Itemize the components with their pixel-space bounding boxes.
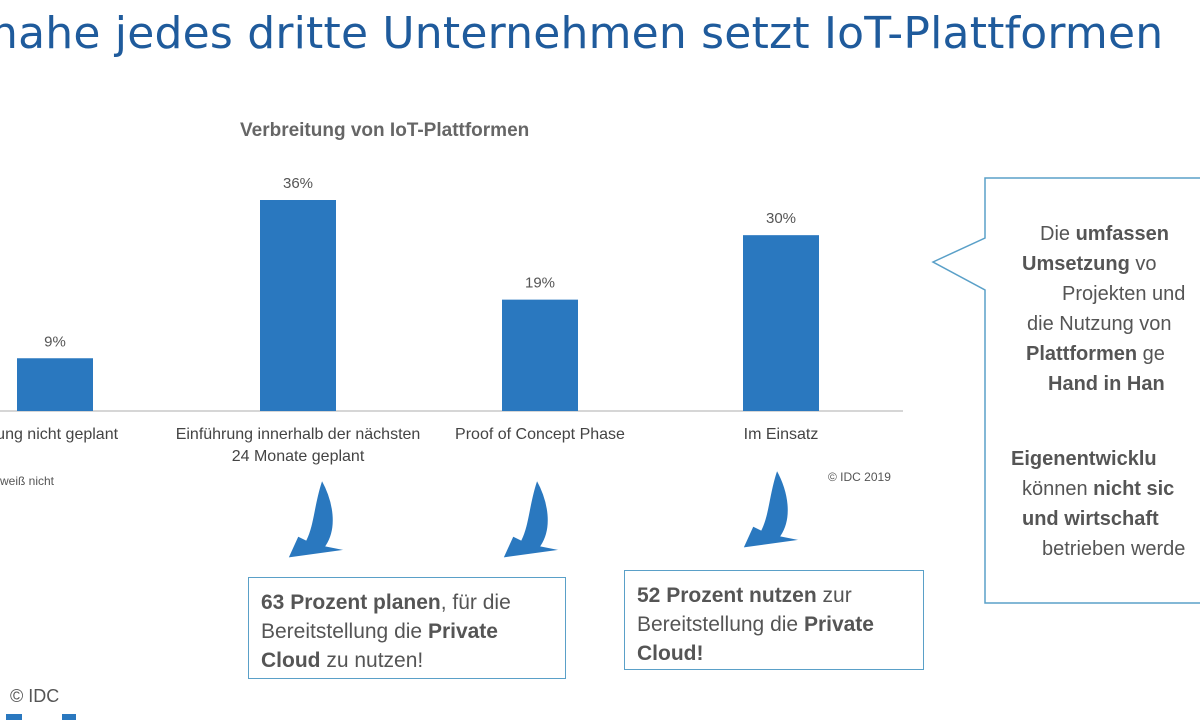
- bubble-line-6b: Hand in Han: [1048, 373, 1165, 395]
- callout-box-planned-bold-1: 63 Prozent planen: [261, 591, 441, 614]
- bubble-line-8b: nicht sic: [1093, 478, 1175, 500]
- bubble-line-9b: und wirtschaft: [1022, 508, 1159, 530]
- bar-0: [17, 358, 93, 411]
- bubble-line-1: Die umfassen: [1040, 220, 1169, 249]
- arrow-right-icon: [742, 468, 802, 549]
- callout-box-planned-text-1: , für die Bereitstellung die: [261, 591, 511, 643]
- category-label-1: Einführung innerhalb der nächsten 24 Mon…: [175, 426, 421, 465]
- callout-box-in-use-text-1: zur Bereitstellung die: [637, 584, 852, 636]
- bubble-line-10: betrieben werde: [1042, 538, 1186, 560]
- chart-source: © IDC 2019: [828, 470, 891, 484]
- arrow-left-2-icon: [502, 478, 562, 559]
- bar-3: [743, 235, 819, 411]
- bubble-line-7: Eigenentwicklu: [1011, 445, 1157, 474]
- value-label-2: 19%: [525, 275, 555, 292]
- callout-box-planned: 63 Prozent planen, für die Bereitstellun…: [248, 577, 566, 679]
- chart-footnote: weiß nicht: [0, 474, 55, 488]
- category-label-2: Proof of Concept Phase: [455, 426, 625, 443]
- category-label-3: Im Einsatz: [743, 426, 819, 443]
- bubble-line-1a: Die: [1040, 223, 1076, 245]
- bubble-line-4: die Nutzung von: [1027, 313, 1172, 335]
- bar-1: [260, 200, 336, 411]
- bubble-line-1b: umfassen: [1075, 223, 1169, 245]
- chart-title: Verbreitung von IoT-Plattformen: [240, 120, 530, 141]
- value-label-0: 9%: [44, 333, 66, 350]
- callout-box-in-use-bold-2: Private Cloud!: [637, 613, 874, 665]
- bubble-line-2a: Umsetzung: [1022, 253, 1130, 275]
- bubble-line-5b: ge: [1137, 343, 1165, 365]
- bubble-line-9: und wirtschaft: [1022, 505, 1159, 534]
- bubble-line-2b: vo: [1129, 253, 1157, 275]
- bubble-line-3: Projekten und: [1062, 283, 1186, 305]
- bubble-line-8: können nicht sic: [1022, 475, 1174, 504]
- footer-logo-fragment: [6, 714, 76, 720]
- callout-box-in-use-bold-1: 52 Prozent nutzen: [637, 584, 817, 607]
- bubble-line-8a: können: [1022, 478, 1094, 500]
- bubble-line-2: Umsetzung vo: [1022, 250, 1156, 279]
- headline: nahe jedes dritte Unternehmen setzt IoT-…: [0, 8, 1164, 59]
- bubble-line-5: Plattformen ge: [1026, 340, 1165, 369]
- callout-box-planned-text-2: zu nutzen!: [320, 649, 424, 672]
- speech-bubble-shape: [931, 177, 1200, 604]
- bubble-line-5a: Plattformen: [1026, 343, 1138, 365]
- arrow-left-1-icon: [287, 478, 347, 559]
- bar-2: [502, 299, 578, 411]
- callout-box-in-use: 52 Prozent nutzen zur Bereitstellung die…: [624, 570, 924, 670]
- bubble-line-7b: Eigenentwicklu: [1011, 448, 1157, 470]
- bubble-line-6: Hand in Han: [1048, 370, 1165, 399]
- category-label-0: hrung nicht geplant: [0, 426, 119, 443]
- value-label-1: 36%: [283, 175, 313, 192]
- callout-box-planned-bold-2: Private Cloud: [261, 620, 498, 672]
- footer-copyright: © IDC: [10, 686, 60, 706]
- value-label-3: 30%: [766, 210, 796, 227]
